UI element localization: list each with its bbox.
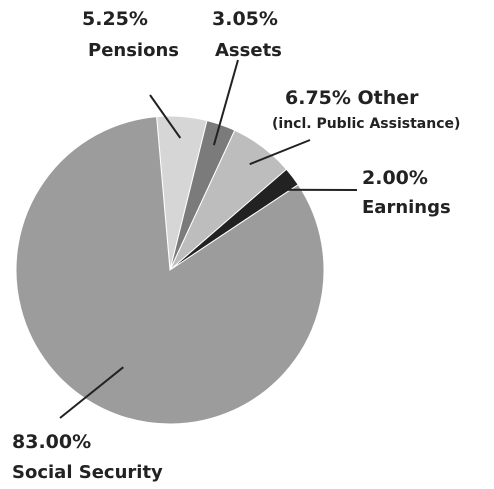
assets-category-label: Assets bbox=[215, 40, 282, 61]
leader-line-assets bbox=[212, 59, 239, 146]
other-sublabel: (incl. Public Assistance) bbox=[272, 116, 460, 132]
pie-slice-social-security bbox=[15, 116, 325, 425]
social-security-value-label: 83.00% bbox=[12, 431, 91, 453]
social-security-category-label: Social Security bbox=[12, 462, 163, 483]
leader-line-pensions bbox=[149, 94, 182, 139]
other-value-label: 6.75% Other bbox=[285, 87, 419, 109]
earnings-category-label: Earnings bbox=[362, 197, 451, 218]
leader-lines bbox=[59, 59, 358, 419]
pensions-category-label: Pensions bbox=[88, 40, 179, 61]
pie-slices bbox=[15, 115, 325, 425]
earnings-value-label: 2.00% bbox=[362, 167, 428, 189]
leader-line-social-security bbox=[59, 366, 124, 419]
assets-value-label: 3.05% bbox=[212, 8, 278, 30]
pensions-value-label: 5.25% bbox=[82, 8, 148, 30]
leader-line-other bbox=[249, 139, 311, 166]
